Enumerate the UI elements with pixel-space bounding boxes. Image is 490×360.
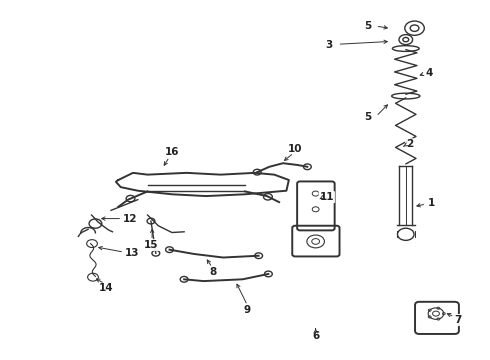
- Text: 13: 13: [125, 248, 139, 258]
- Circle shape: [126, 195, 135, 202]
- Text: 15: 15: [144, 240, 159, 250]
- Text: 3: 3: [326, 40, 333, 50]
- Text: 5: 5: [364, 112, 371, 122]
- Circle shape: [152, 250, 160, 256]
- Text: 5: 5: [364, 21, 371, 31]
- Text: 12: 12: [123, 213, 138, 224]
- Circle shape: [255, 253, 263, 258]
- Text: 16: 16: [165, 147, 179, 157]
- Text: 10: 10: [288, 144, 302, 154]
- Text: 11: 11: [319, 192, 334, 202]
- Circle shape: [303, 164, 311, 170]
- Circle shape: [166, 247, 173, 252]
- Text: 7: 7: [455, 315, 462, 325]
- Circle shape: [264, 194, 272, 200]
- Text: 1: 1: [427, 198, 435, 208]
- Circle shape: [180, 276, 188, 282]
- Text: 6: 6: [312, 332, 319, 342]
- Text: 9: 9: [244, 305, 251, 315]
- Circle shape: [253, 169, 261, 175]
- Circle shape: [265, 271, 272, 277]
- Circle shape: [147, 218, 155, 224]
- Text: 8: 8: [210, 267, 217, 277]
- Text: 2: 2: [406, 139, 413, 149]
- Text: 14: 14: [99, 283, 114, 293]
- Text: 4: 4: [425, 68, 433, 78]
